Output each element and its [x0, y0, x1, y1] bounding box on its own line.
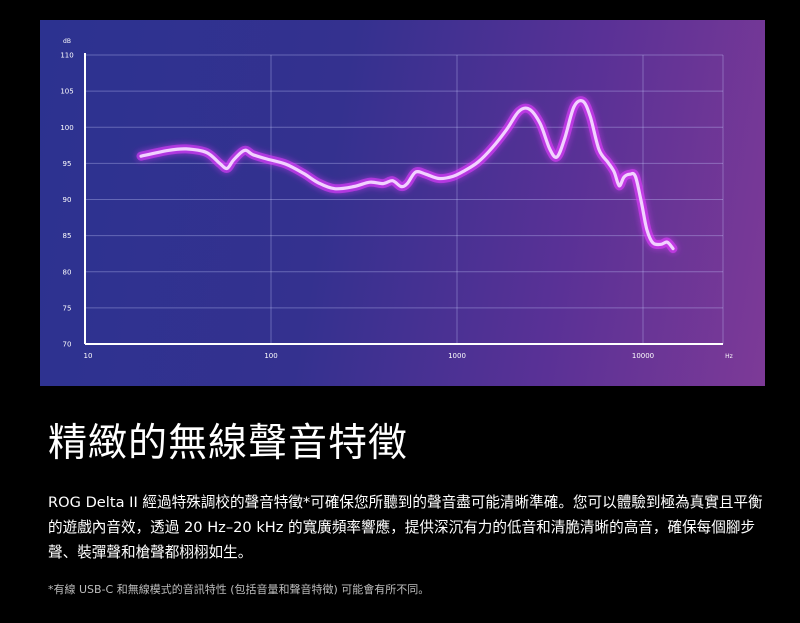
section-description: ROG Delta II 經過特殊調校的聲音特徵*可確保您所聽到的聲音盡可能清晰…: [48, 494, 763, 561]
y-tick-label: 95: [63, 160, 72, 168]
y-tick-label: 100: [60, 124, 73, 132]
series-line: [139, 99, 675, 251]
y-tick-label: 110: [60, 52, 73, 60]
y-tick-label: 105: [60, 88, 73, 96]
footnote: *有線 USB-C 和無線模式的音訊特性 (包括音量和聲音特徵) 可能會有所不同…: [48, 583, 430, 596]
y-tick-label: 90: [63, 196, 72, 204]
frequency-response-plot: 110 105 100 95 90 85 80 75 70 10 100 1000 10000 dB H…: [60, 38, 733, 360]
y-tick-label: 75: [63, 304, 72, 312]
y-tick-label: 70: [63, 341, 72, 349]
x-axis-unit: Hz: [725, 353, 733, 360]
x-tick-label: 1000: [448, 352, 466, 360]
x-tick-label: 10: [84, 352, 93, 360]
y-tick-label: 80: [63, 268, 72, 276]
y-tick-label: 85: [63, 232, 72, 240]
frequency-response-chart: 110 105 100 95 90 85 80 75 70 10 100 1000 10000 dB H…: [40, 20, 765, 386]
section-headline: 精緻的無線聲音特徵: [48, 421, 409, 466]
x-tick-label: 10000: [632, 352, 654, 360]
x-tick-label: 100: [264, 352, 277, 360]
y-axis-unit: dB: [63, 38, 71, 45]
